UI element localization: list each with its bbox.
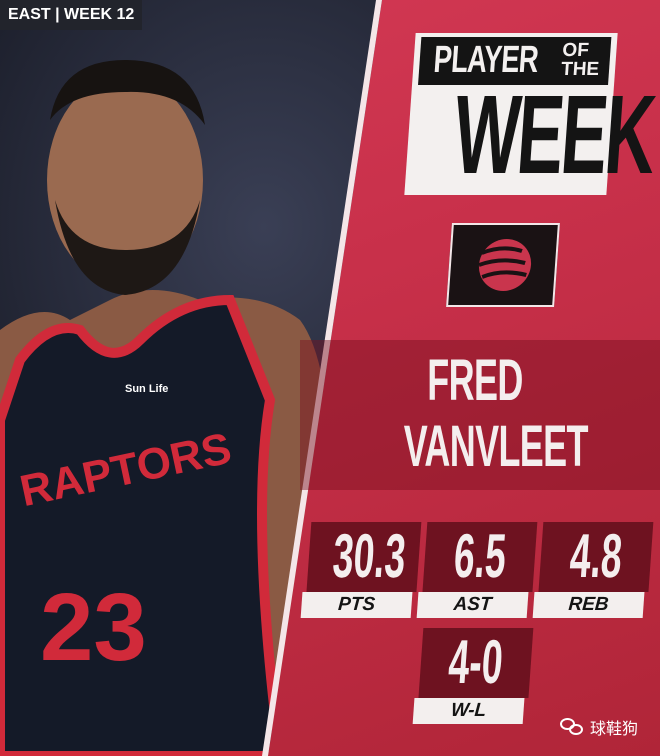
jersey-sponsor: Sun Life	[125, 383, 168, 395]
stat-label: AST	[416, 592, 529, 618]
stat-rebounds: 4.8 REB	[532, 522, 654, 618]
wechat-icon	[560, 718, 584, 736]
stat-value: 30.3	[330, 522, 408, 591]
player-last-name: VANVLEET	[403, 414, 589, 479]
raptors-claw-basketball-icon	[446, 223, 560, 307]
stat-value: 4-0	[446, 628, 506, 697]
stat-assists: 6.5 AST	[416, 522, 538, 618]
stat-label: W-L	[412, 698, 525, 724]
title-week: WEEK	[450, 72, 658, 197]
stat-label: REB	[532, 592, 645, 618]
jersey-number: 23	[40, 574, 147, 681]
watermark-text: 球鞋狗	[590, 721, 639, 738]
stat-value: 6.5	[451, 522, 509, 591]
player-first-name: FRED	[427, 348, 523, 413]
stat-label: PTS	[300, 592, 413, 618]
watermark: 球鞋狗	[560, 715, 638, 739]
stat-win-loss: 4-0 W-L	[412, 628, 534, 724]
player-name-band	[300, 340, 660, 490]
player-of-the-week-title: PLAYER OF THE WEEK	[404, 33, 658, 197]
stat-points: 30.3 PTS	[300, 522, 422, 618]
stat-value: 4.8	[567, 522, 625, 591]
conference-week-tag: EAST | WEEK 12	[0, 0, 143, 30]
title-of: OF	[561, 40, 590, 61]
